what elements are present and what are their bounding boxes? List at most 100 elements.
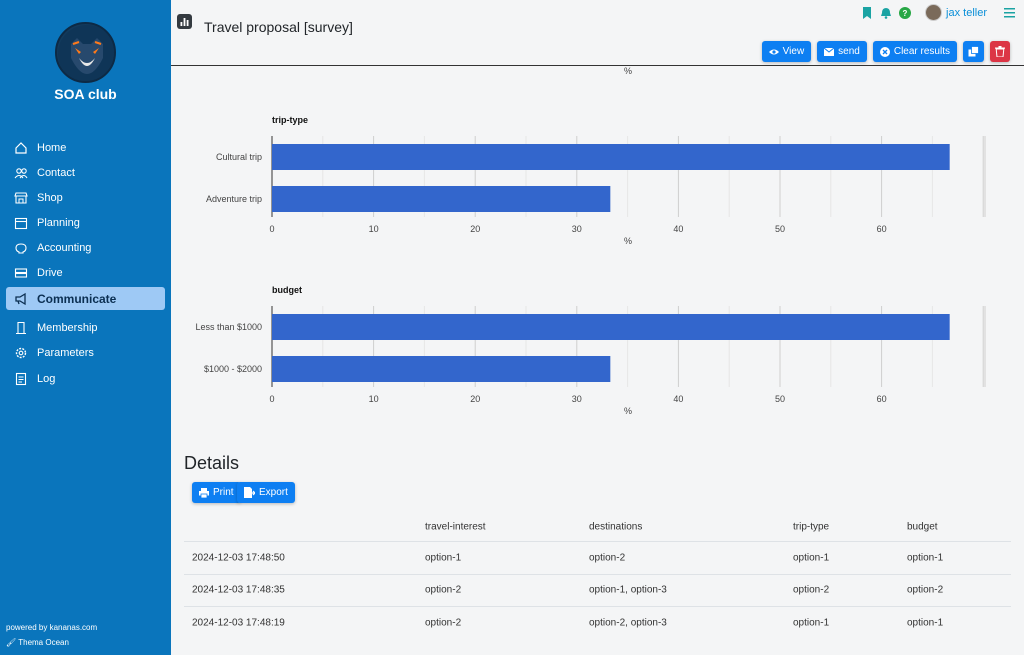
table-header-row: travel-interest destinations trip-type b… bbox=[184, 512, 1011, 542]
send-button-label: send bbox=[838, 46, 860, 57]
chart-title: trip-type bbox=[272, 115, 308, 125]
tick-label: 30 bbox=[572, 224, 582, 234]
clear-results-label: Clear results bbox=[893, 46, 950, 57]
table-row: 2024-12-03 17:48:50 option-1 option-2 op… bbox=[184, 542, 1011, 575]
top-bar: ? jax teller bbox=[854, 4, 1016, 21]
tick-label: 0 bbox=[269, 394, 274, 404]
bookmark-icon[interactable] bbox=[860, 6, 873, 19]
tick-label: 10 bbox=[369, 394, 379, 404]
sidebar: SOA club Home Contact Shop Planning Acco… bbox=[0, 0, 171, 655]
bar bbox=[272, 144, 950, 170]
clear-circle-icon bbox=[879, 46, 890, 57]
sidebar-item-parameters[interactable]: Parameters bbox=[6, 341, 165, 364]
duplicate-button[interactable] bbox=[963, 41, 984, 62]
delete-button[interactable] bbox=[990, 41, 1010, 62]
x-axis-label: % bbox=[624, 236, 632, 246]
category-label: $1000 - $2000 bbox=[204, 364, 262, 374]
theme-name: Thema Ocean bbox=[18, 638, 69, 647]
tick-label: 60 bbox=[877, 394, 887, 404]
sidebar-item-contact[interactable]: Contact bbox=[6, 161, 165, 184]
category-label: Less than $1000 bbox=[195, 322, 262, 332]
sidebar-item-home[interactable]: Home bbox=[6, 136, 165, 159]
table-cell: option-1 bbox=[907, 552, 944, 564]
sidebar-item-drive[interactable]: Drive bbox=[6, 261, 165, 284]
chart-trip-type: trip-type Cultural trip Adventure trip 0 10 2… bbox=[206, 115, 986, 246]
svg-text:?: ? bbox=[902, 9, 907, 18]
column-header-trip-type: trip-type bbox=[793, 521, 830, 532]
export-file-icon bbox=[244, 487, 255, 498]
view-button-label: View bbox=[782, 46, 805, 57]
palette-icon: 🖌 bbox=[6, 638, 17, 647]
piggy-bank-icon bbox=[14, 241, 28, 255]
table-cell: 2024-12-03 17:48:19 bbox=[192, 617, 285, 629]
top-axis-label: % bbox=[624, 66, 632, 76]
table-cell: option-1 bbox=[793, 552, 830, 564]
bar bbox=[272, 314, 950, 340]
drive-icon bbox=[14, 266, 28, 280]
chart-budget: budget Less than $1000 $1000 - $2000 0 10 20 3… bbox=[195, 285, 986, 416]
tick-label: 20 bbox=[470, 394, 480, 404]
powered-by-link[interactable]: powered by kananas.com bbox=[6, 623, 98, 632]
sidebar-item-label: Membership bbox=[37, 321, 98, 334]
category-label: Adventure trip bbox=[206, 194, 262, 204]
printer-icon bbox=[199, 487, 209, 498]
bar bbox=[272, 186, 611, 212]
tick-label: 30 bbox=[572, 394, 582, 404]
sidebar-item-label: Drive bbox=[37, 266, 63, 279]
x-axis-label: % bbox=[624, 406, 632, 416]
table-cell: 2024-12-03 17:48:35 bbox=[192, 584, 285, 596]
send-button[interactable]: send bbox=[817, 41, 867, 62]
chart-title: budget bbox=[272, 285, 302, 295]
sidebar-item-log[interactable]: Log bbox=[6, 367, 165, 390]
category-label: Cultural trip bbox=[216, 152, 262, 162]
column-header-destinations: destinations bbox=[589, 521, 643, 532]
table-cell: option-2 bbox=[589, 552, 626, 564]
help-icon[interactable]: ? bbox=[898, 6, 911, 19]
tick-label: 40 bbox=[673, 224, 683, 234]
sidebar-item-label: Communicate bbox=[37, 291, 117, 306]
sidebar-item-accounting[interactable]: Accounting bbox=[6, 236, 165, 259]
survey-charts: % trip-type Cultural trip Adventure trip 0 1… bbox=[195, 66, 986, 416]
sidebar-item-label: Accounting bbox=[37, 241, 92, 254]
clear-results-button[interactable]: Clear results bbox=[872, 41, 957, 62]
tick-label: 20 bbox=[470, 224, 480, 234]
view-button[interactable]: View bbox=[761, 41, 812, 62]
sidebar-item-communicate[interactable]: Communicate bbox=[6, 287, 165, 310]
sidebar-item-label: Contact bbox=[37, 166, 75, 179]
sidebar-item-label: Home bbox=[37, 141, 67, 154]
export-button[interactable]: Export bbox=[237, 482, 295, 503]
bar bbox=[272, 356, 611, 382]
sidebar-item-planning[interactable]: Planning bbox=[6, 211, 165, 234]
details-table: travel-interest destinations trip-type b… bbox=[184, 512, 1011, 640]
bar-chart-icon bbox=[177, 14, 192, 29]
table-cell: option-2 bbox=[793, 584, 830, 596]
sidebar-item-shop[interactable]: Shop bbox=[6, 186, 165, 209]
table-cell: option-2 bbox=[425, 584, 462, 596]
copy-icon bbox=[968, 46, 979, 57]
table-cell: option-2, option-3 bbox=[589, 617, 667, 629]
table-cell: option-1 bbox=[907, 617, 944, 629]
table-cell: option-2 bbox=[907, 584, 944, 596]
hamburger-menu-icon[interactable] bbox=[1003, 6, 1016, 19]
club-name: SOA club bbox=[54, 86, 117, 102]
column-header-travel-interest: travel-interest bbox=[425, 521, 486, 532]
theme-label: 🖌 Thema Ocean bbox=[6, 638, 69, 647]
page-title: Travel proposal [survey] bbox=[204, 19, 353, 35]
username-link[interactable]: jax teller bbox=[946, 6, 987, 19]
sidebar-item-membership[interactable]: Membership bbox=[6, 316, 165, 339]
print-button[interactable]: Print bbox=[192, 482, 241, 503]
avatar[interactable] bbox=[925, 4, 943, 21]
club-logo[interactable] bbox=[55, 22, 116, 83]
tick-label: 60 bbox=[877, 224, 887, 234]
shop-icon bbox=[14, 191, 28, 205]
bell-icon[interactable] bbox=[879, 6, 892, 19]
table-row: 2024-12-03 17:48:35 option-2 option-1, o… bbox=[184, 575, 1011, 607]
details-heading: Details bbox=[184, 453, 240, 473]
calendar-icon bbox=[14, 216, 28, 230]
people-icon bbox=[14, 166, 28, 180]
export-button-label: Export bbox=[259, 487, 288, 498]
tick-label: 0 bbox=[269, 224, 274, 234]
megaphone-icon bbox=[14, 292, 28, 306]
table-cell: option-1, option-3 bbox=[589, 584, 667, 596]
print-button-label: Print bbox=[213, 487, 234, 498]
